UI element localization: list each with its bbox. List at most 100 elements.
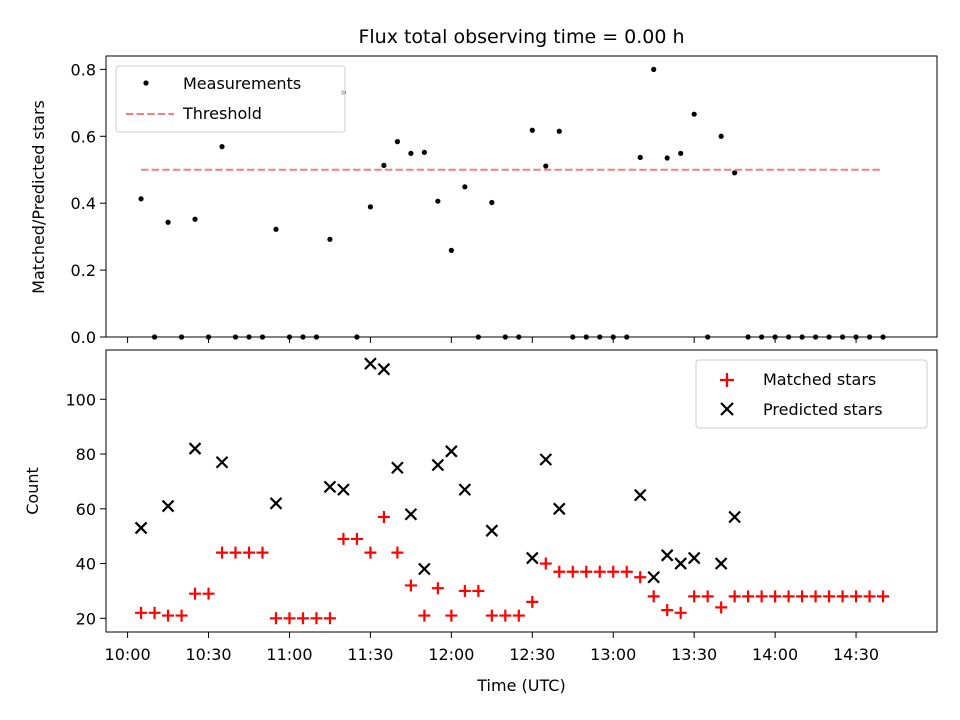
measurement-point [394,139,400,145]
predicted-star-point [215,455,229,469]
bottom-x-tick-label: 13:30 [671,645,717,664]
top-y-axis-label: Matched/Predicted stars [29,100,48,294]
matched-star-point [742,590,755,603]
legend-measurements-label: Measurements [183,74,301,93]
measurement-point [691,111,697,117]
measurement-point [462,184,468,190]
top-chart-title: Flux total observing time = 0.00 h [358,26,684,48]
matched-star-point [634,571,647,584]
bottom-x-tick-label: 13:00 [590,645,636,664]
matched-star-point [162,609,175,622]
bottom-y-tick-label: 80 [76,445,96,464]
measurement-point [543,163,549,169]
predicted-star-point [458,483,472,496]
top-legend-box [115,65,346,133]
predicted-star-point [539,453,553,466]
predicted-star-point [445,445,458,458]
matched-star-point [823,590,836,603]
bottom-x-axis-label: Time (UTC) [476,676,565,695]
predicted-star-point [134,521,148,535]
matched-star-point [755,590,768,603]
measurement-point [556,128,562,134]
star-count-points [134,357,890,625]
matched-star-point [269,612,282,625]
measurement-point [381,162,387,168]
matched-star-point [485,609,498,622]
measurement-point [529,127,535,133]
matched-star-point [202,587,215,600]
measurement-point [408,150,414,156]
bottom-x-tick-label: 10:30 [185,645,231,664]
top-y-axis: 0.0 0.2 0.4 0.6 0.8 [71,60,106,347]
top-y-tick-label: 0.6 [71,127,96,146]
bottom-panel: 20 40 60 80 100 10:00 10:30 11:00 11:30 12:00 12:… [23,349,938,695]
bottom-legend-box [695,359,928,429]
matched-star-point [539,557,552,570]
predicted-star-point [552,502,566,516]
top-y-tick-label: 0.4 [71,194,96,213]
measurement-point [327,236,333,242]
matched-star-point [377,511,390,524]
top-legend: Measurements Threshold [115,65,346,133]
matched-star-point [512,609,525,622]
matched-star-point [472,584,485,597]
matched-star-point [216,546,229,559]
matched-star-point [499,609,512,622]
matched-star-point [323,612,336,625]
matched-star-point [620,565,633,578]
predicted-star-point [269,497,283,510]
measurement-point [448,247,454,253]
top-y-tick-label: 0.0 [71,328,96,347]
measurement-point [651,66,657,72]
matched-star-point [404,579,417,592]
matched-star-point [256,546,269,559]
matched-star-point [364,546,377,559]
predicted-star-point [647,570,660,584]
matched-star-point [189,587,202,600]
bottom-y-tick-label: 60 [76,500,96,519]
matched-star-point [877,590,890,603]
matched-star-point [782,590,795,603]
legend-measurements-marker [143,80,149,86]
bottom-y-tick-label: 100 [65,390,96,409]
measurement-point [637,154,643,160]
predicted-star-point [660,549,674,562]
predicted-star-point [714,557,728,570]
legend-matched-marker [720,373,734,387]
matched-star-point [701,590,714,603]
predicted-star-point [161,499,175,513]
legend-threshold-label: Threshold [182,104,262,123]
matched-star-point [715,601,728,614]
matched-star-point [175,609,188,622]
matched-star-point [310,612,323,625]
measurement-point [489,199,495,206]
predicted-star-point [188,442,202,455]
matched-star-point [458,584,471,597]
matched-star-point [850,590,863,603]
matched-star-point [688,590,701,603]
bottom-x-axis: 10:00 10:30 11:00 11:30 12:00 12:30 13:00 13:30… [105,632,879,664]
predicted-star-point [526,551,539,565]
matched-star-point [796,590,809,603]
predicted-star-point [391,461,404,475]
matched-star-point [863,590,876,603]
predicted-star-point [674,557,687,570]
matched-star-point [526,595,539,608]
measurement-point [192,216,198,222]
measurement-point [435,198,441,204]
bottom-y-tick-label: 40 [76,555,96,574]
predicted-star-point [337,483,350,496]
bottom-legend: Matched stars Predicted stars [695,359,928,429]
matched-star-point [350,532,363,545]
predicted-star-point [418,562,431,576]
matched-star-point [809,590,822,603]
matched-star-point [296,612,309,625]
matched-star-point [674,606,687,619]
measurement-point [367,204,374,210]
measurement-point [732,170,738,176]
legend-matched-label: Matched stars [763,370,876,389]
predicted-star-point [377,362,391,376]
matched-star-point [135,606,148,619]
predicted-star-point [404,507,418,521]
